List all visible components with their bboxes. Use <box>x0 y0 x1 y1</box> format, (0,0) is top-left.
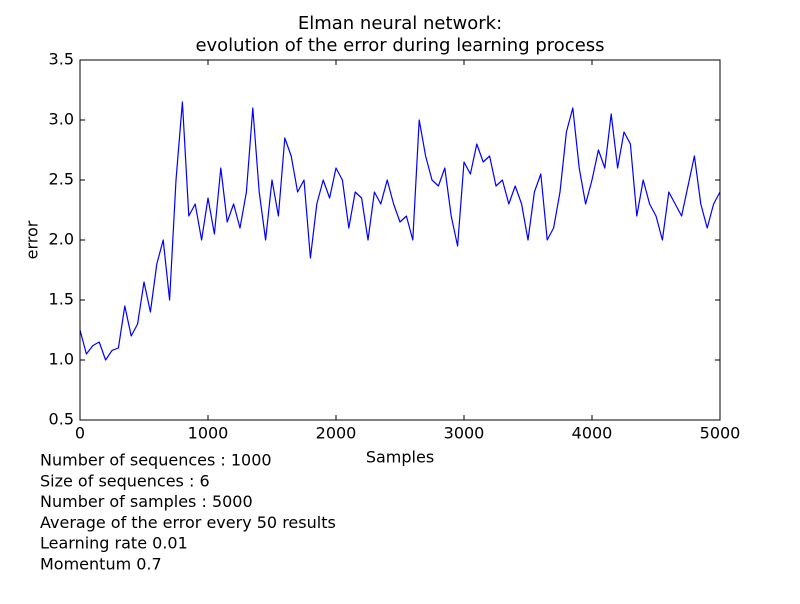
x-tick-label: 5000 <box>700 424 741 443</box>
annotation: Average of the error every 50 results <box>40 513 336 532</box>
y-tick-label: 1.5 <box>49 290 74 309</box>
x-tick-label: 3000 <box>444 424 485 443</box>
chart-title: Elman neural network: <box>298 13 502 34</box>
x-tick-label: 1000 <box>188 424 229 443</box>
x-tick-label: 4000 <box>572 424 613 443</box>
x-tick-label: 2000 <box>316 424 357 443</box>
annotation: Learning rate 0.01 <box>40 534 188 553</box>
data-line <box>79 101 721 361</box>
y-axis-label: error <box>23 220 42 259</box>
chart-title: evolution of the error during learning p… <box>195 35 604 56</box>
x-axis-label: Samples <box>366 448 434 467</box>
y-tick-label: 3.5 <box>49 50 74 69</box>
annotation: Number of samples : 5000 <box>40 492 253 511</box>
y-tick-label: 3.0 <box>49 110 74 129</box>
annotation: Number of sequences : 1000 <box>40 451 272 470</box>
y-tick-label: 0.5 <box>49 410 74 429</box>
y-tick-label: 1.0 <box>49 350 74 369</box>
y-tick-label: 2.5 <box>49 170 74 189</box>
plot-frame <box>79 59 721 421</box>
annotation: Size of sequences : 6 <box>40 471 210 490</box>
annotation: Momentum 0.7 <box>40 555 162 574</box>
y-tick-label: 2.0 <box>49 230 74 249</box>
x-tick-label: 0 <box>75 424 85 443</box>
